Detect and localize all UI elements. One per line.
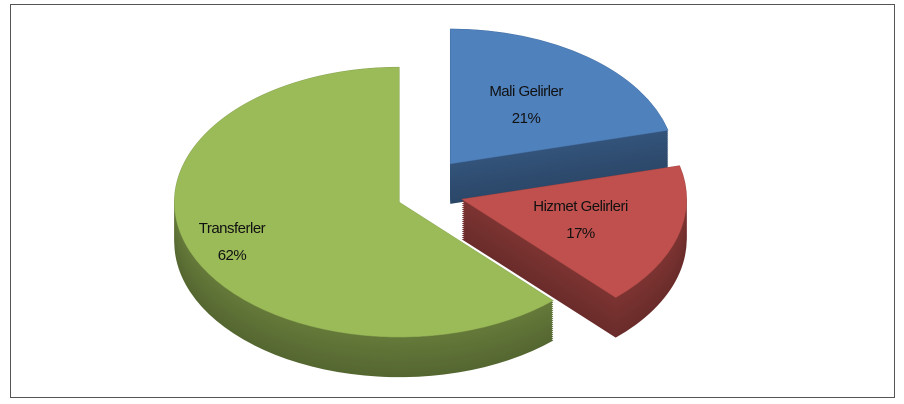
slice-value-label: 21% bbox=[512, 110, 541, 127]
slice-label: Transferler bbox=[199, 220, 266, 237]
slice-value-label: 17% bbox=[566, 225, 595, 242]
slice-label: Hizmet Gelirleri bbox=[533, 198, 628, 215]
pie-slice bbox=[460, 165, 687, 298]
slice-label: Mali Gelirler bbox=[489, 83, 563, 100]
pie-slice bbox=[174, 66, 554, 338]
slice-value-label: 62% bbox=[218, 247, 247, 264]
pie-slice bbox=[449, 28, 669, 165]
